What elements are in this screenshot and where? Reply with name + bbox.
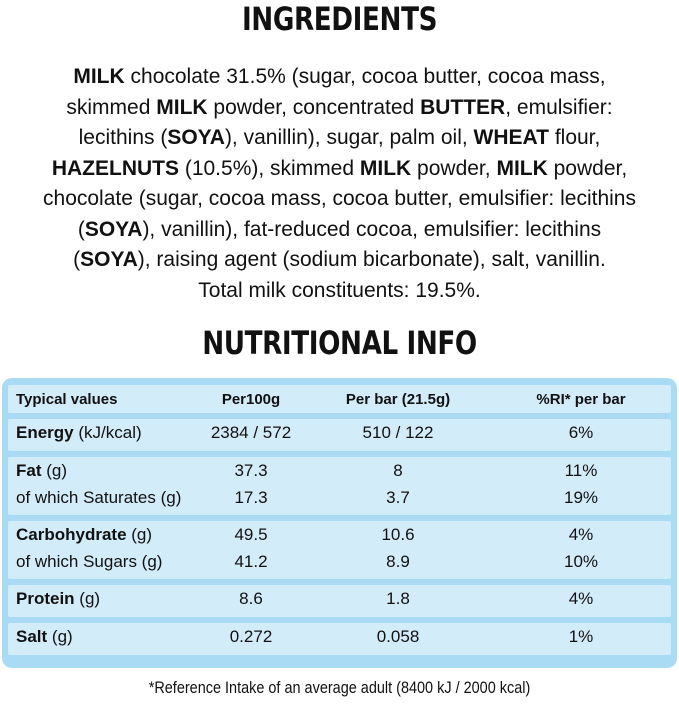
ingredients-line: MILK chocolate 31.5% (sugar, cocoa butte… xyxy=(0,62,679,93)
column-header: Per bar (21.5g) xyxy=(345,390,451,408)
ingredients-line: lecithins (SOYA), vanillin), sugar, palm… xyxy=(0,123,679,154)
per-100g: 37.3 xyxy=(234,460,268,480)
per-bar: 8.9 xyxy=(386,551,410,571)
nutrient-unit: (g) xyxy=(126,524,153,544)
allergen: MILK xyxy=(73,65,125,88)
ingredient-text: chocolate 31.5% (sugar, cocoa butter, co… xyxy=(124,65,606,88)
ingredient-text: powder, xyxy=(547,156,628,180)
nutrient-row: Fat (g) 37.3 8 11% xyxy=(8,457,671,484)
ingredient-text: , emulsifier: xyxy=(505,95,613,119)
per-bar: 0.058 xyxy=(376,626,420,646)
nutrient-label: Protein (g) xyxy=(16,589,100,609)
allergen: SOYA xyxy=(167,126,225,149)
ingredient-text: ), raising agent (sodium bicarbonate), s… xyxy=(137,248,606,271)
nutrient-label: of which Saturates (g) xyxy=(16,488,181,508)
ri-per-bar: 4% xyxy=(568,524,594,544)
allergen: HAZELNUTS xyxy=(51,156,179,180)
nutrient-group: Fat (g) 37.3 8 11% of which Saturates (g) 17.… xyxy=(8,456,671,515)
nutrient-unit: (kJ/kcal) xyxy=(73,422,142,442)
nutrient-label: Fat (g) xyxy=(16,461,67,481)
ingredient-text: (10.5%), skimmed xyxy=(179,156,360,180)
per-100g: 17.3 xyxy=(234,487,268,507)
ingredient-text: chocolate (sugar, cocoa mass, cocoa butt… xyxy=(43,187,636,210)
nutrient-unit: (g) xyxy=(41,460,67,480)
footnote: *Reference Intake of an average adult (8… xyxy=(148,678,531,697)
nutrition-title: NUTRITIONAL INFO xyxy=(202,324,477,362)
ingredient-text: lecithins ( xyxy=(78,126,168,149)
nutrient-group: Salt (g) 0.272 0.058 1% xyxy=(8,622,671,655)
ri-per-bar: 1% xyxy=(568,626,594,646)
allergen: WHEAT xyxy=(473,126,549,149)
ingredient-text: Total milk constituents: 19.5%. xyxy=(198,278,481,302)
row: Typical values Per100g Per bar (21.5g) %RI*… xyxy=(8,385,671,412)
allergen: MILK xyxy=(359,156,412,180)
nutrient-row: of which Sugars (g) 41.2 8.9 10% xyxy=(8,548,671,575)
nutrition-table: Typical values Per100g Per bar (21.5g) %RI*… xyxy=(2,378,677,668)
per-100g: 41.2 xyxy=(234,551,268,571)
nutrient-name: Carbohydrate xyxy=(16,524,127,544)
nutrient-group: Protein (g) 8.6 1.8 4% xyxy=(8,584,671,617)
nutrient-name: of which Sugars (g) xyxy=(16,551,163,571)
nutrient-row: Energy (kJ/kcal) 2384 / 572 510 / 122 6% xyxy=(8,419,671,446)
ri-per-bar: 4% xyxy=(568,588,594,608)
ingredients-line: chocolate (sugar, cocoa mass, cocoa butt… xyxy=(0,184,679,215)
ingredient-text: skimmed xyxy=(66,95,157,119)
per-bar: 3.7 xyxy=(386,487,410,507)
nutrient-name: Energy xyxy=(16,422,74,442)
ri-per-bar: 10% xyxy=(563,551,599,571)
ingredient-text: ( xyxy=(77,217,85,241)
allergen: SOYA xyxy=(80,248,138,271)
column-header: Typical values xyxy=(16,390,118,408)
nutrient-label: of which Sugars (g) xyxy=(16,552,162,572)
ingredients-line: Total milk constituents: 19.5%. xyxy=(0,276,679,307)
nutrient-group: Energy (kJ/kcal) 2384 / 572 510 / 122 6% xyxy=(8,418,671,451)
per-bar: 1.8 xyxy=(386,588,410,608)
nutrient-group: Carbohydrate (g) 49.5 10.6 4% of which Sugar… xyxy=(8,520,671,579)
per-bar: 8 xyxy=(393,460,403,480)
column-header: %RI* per bar xyxy=(536,390,626,408)
per-100g: 2384 / 572 xyxy=(210,422,292,442)
nutrient-name: Salt xyxy=(16,626,48,646)
nutrient-label: Salt (g) xyxy=(16,627,73,647)
ingredient-text: flour, xyxy=(548,126,601,149)
ingredient-text: powder, concentrated xyxy=(207,95,421,119)
ingredient-text: ), vanillin), fat-reduced cocoa, emulsif… xyxy=(142,217,602,241)
per-100g: 8.6 xyxy=(239,588,263,608)
ingredients-line: (SOYA), raising agent (sodium bicarbonat… xyxy=(0,245,679,276)
ingredients-line: skimmed MILK powder, concentrated BUTTER… xyxy=(0,93,679,124)
header-row: Typical values Per100g Per bar (21.5g) %RI*… xyxy=(8,384,671,413)
ingredient-text: powder, xyxy=(411,156,497,180)
ri-per-bar: 6% xyxy=(568,422,594,442)
per-100g: 49.5 xyxy=(234,524,268,544)
ingredient-text: ( xyxy=(73,248,81,271)
nutrient-row: Salt (g) 0.272 0.058 1% xyxy=(8,623,671,650)
per-bar: 10.6 xyxy=(381,524,415,544)
nutrient-row: Protein (g) 8.6 1.8 4% xyxy=(8,585,671,612)
allergen: SOYA xyxy=(84,217,143,241)
nutrient-unit: (g) xyxy=(74,588,101,608)
nutrient-name: of which Saturates (g) xyxy=(16,487,182,507)
per-100g: 0.272 xyxy=(229,626,273,646)
nutrient-name: Fat xyxy=(16,460,42,480)
nutrient-label: Energy (kJ/kcal) xyxy=(16,423,142,443)
allergen: BUTTER xyxy=(420,95,506,119)
nutrient-row: of which Saturates (g) 17.3 3.7 19% xyxy=(8,484,671,511)
ingredients-line: (SOYA), vanillin), fat-reduced cocoa, em… xyxy=(0,215,679,246)
ri-per-bar: 19% xyxy=(563,487,599,507)
allergen: MILK xyxy=(496,156,548,180)
allergen: MILK xyxy=(156,95,208,119)
ingredients-line: HAZELNUTS (10.5%), skimmed MILK powder, … xyxy=(0,154,679,185)
column-header: Per100g xyxy=(221,390,281,408)
nutrient-row: Carbohydrate (g) 49.5 10.6 4% xyxy=(8,521,671,548)
nutrient-unit: (g) xyxy=(47,626,73,646)
ri-per-bar: 11% xyxy=(564,460,598,480)
ingredients-text: MILK chocolate 31.5% (sugar, cocoa butte… xyxy=(0,62,679,306)
nutrient-name: Protein xyxy=(16,588,75,608)
ingredients-title: INGREDIENTS xyxy=(241,0,438,38)
nutrient-label: Carbohydrate (g) xyxy=(16,525,152,545)
ingredient-text: ), vanillin), sugar, palm oil, xyxy=(224,126,474,149)
per-bar: 510 / 122 xyxy=(362,422,434,442)
